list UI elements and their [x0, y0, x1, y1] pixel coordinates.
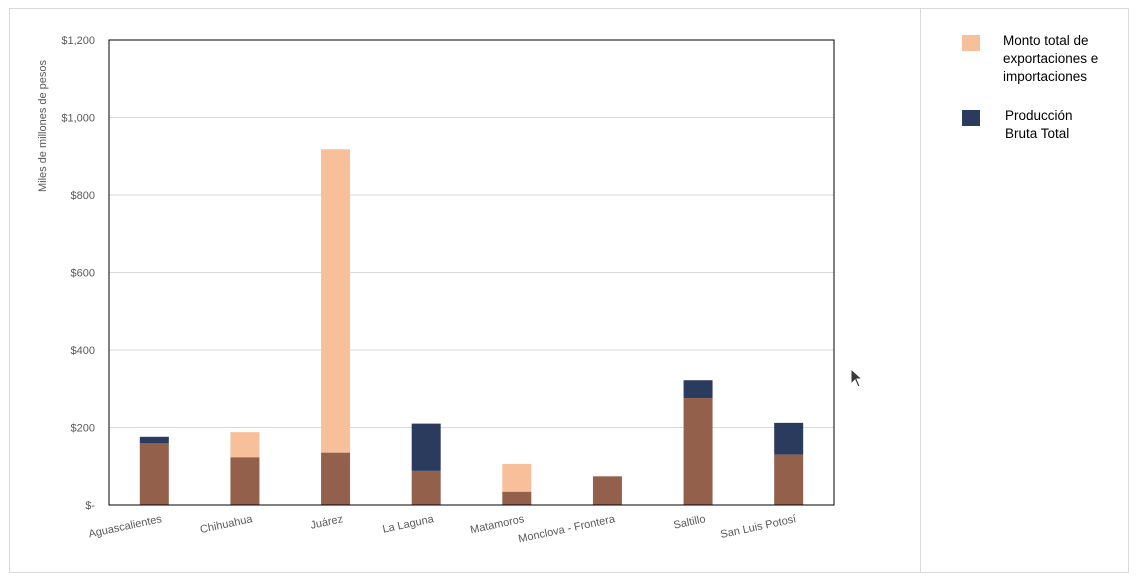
bar-overlap — [592, 476, 622, 505]
mouse-pointer-icon — [850, 368, 864, 388]
y-tick-label: $- — [85, 500, 95, 512]
x-tick-labels: Aguascalientes Chihuahua Juárez La Laguna Ma… — [87, 513, 797, 545]
x-tick-label: Aguascalientes — [87, 513, 163, 540]
bar-overlap — [321, 452, 351, 505]
bar-overlap — [411, 470, 441, 505]
bars — [139, 149, 804, 505]
bar-overlap — [230, 457, 260, 505]
bar-overlap — [139, 443, 169, 505]
y-tick-label: $400 — [71, 345, 95, 357]
y-tick-label: $600 — [71, 268, 95, 280]
x-tick-label: Saltillo — [672, 513, 706, 531]
bar-trade-excess — [230, 432, 260, 458]
plot-area-border — [108, 39, 835, 506]
y-tick-label: $800 — [71, 190, 95, 202]
x-tick-label: San Luis Potosí — [719, 513, 797, 541]
legend-item-production: Producción Bruta Total — [962, 107, 1132, 182]
legend-swatch-trade — [962, 35, 980, 51]
legend-label-production: Producción Bruta Total — [1005, 108, 1073, 141]
x-tick-label: Monclova - Frontera — [517, 513, 617, 545]
gridlines — [109, 117, 834, 428]
x-tick-label: La Laguna — [381, 513, 435, 536]
bar-overlap — [683, 398, 713, 505]
x-tick-label: Juárez — [309, 513, 344, 532]
legend-item-trade: Monto total de exportaciones e importaci… — [962, 32, 1132, 107]
y-axis-label: Miles de millones de pesos — [37, 59, 49, 192]
chart-frame — [9, 8, 1129, 573]
bar-trade-excess — [321, 149, 351, 453]
y-tick-label: $1,200 — [61, 35, 95, 47]
bar-trade-excess — [502, 463, 532, 492]
legend-label-trade: Monto total de exportaciones e importaci… — [1003, 33, 1099, 84]
y-tick-label: $1,000 — [61, 113, 95, 125]
legend: Monto total de exportaciones e importaci… — [962, 32, 1132, 182]
bar-production-excess — [774, 422, 804, 455]
legend-swatch-production — [962, 110, 980, 126]
y-tick-labels: $- $200 $400 $600 $800 $1,000 $1,200 — [61, 35, 95, 512]
bar-production-excess — [411, 423, 441, 471]
bar-production-excess — [683, 380, 713, 399]
y-tick-label: $200 — [71, 423, 95, 435]
bar-overlap — [502, 491, 532, 505]
legend-divider — [920, 9, 921, 572]
bar-production-excess — [139, 436, 169, 443]
x-tick-label: Chihuahua — [199, 513, 254, 536]
bar-overlap — [774, 454, 804, 505]
